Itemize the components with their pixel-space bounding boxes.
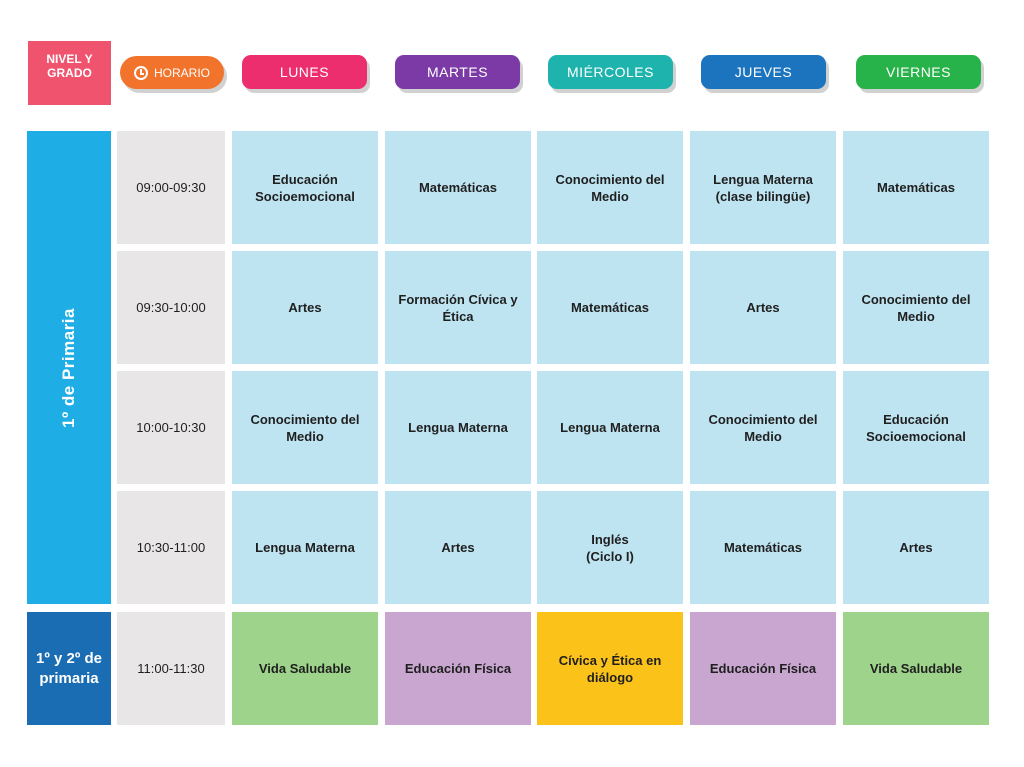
level-label-first-grade: 1º de Primaria [27, 131, 111, 604]
horario-header: HORARIO [120, 56, 224, 89]
day-header-jueves: JUEVES [701, 55, 826, 89]
clock-icon [133, 65, 148, 80]
schedule-cell: Artes [385, 491, 531, 604]
horario-label: HORARIO [153, 65, 210, 80]
schedule-cell: Lengua Materna (clase bilingüe) [690, 131, 836, 244]
schedule-cell: Matemáticas [537, 251, 683, 364]
schedule-cell: Cívica y Ética en diálogo [537, 612, 683, 725]
time-cell: 11:00-11:30 [117, 612, 225, 725]
schedule-cell: Artes [690, 251, 836, 364]
time-cell: 09:00-09:30 [117, 131, 225, 244]
level-label-first-second-grade-text: 1º y 2º de primaria [36, 649, 102, 687]
time-cell: 10:30-11:00 [117, 491, 225, 604]
time-cell: 09:30-10:00 [117, 251, 225, 364]
schedule-cell: Lengua Materna [385, 371, 531, 484]
schedule-cell: Artes [232, 251, 378, 364]
schedule-cell: Educación Socioemocional [232, 131, 378, 244]
schedule-cell: Inglés (Ciclo I) [537, 491, 683, 604]
day-header-viernes: VIERNES [856, 55, 981, 89]
schedule-cell: Educación Socioemocional [843, 371, 989, 484]
schedule-cell: Artes [843, 491, 989, 604]
schedule-cell: Conocimiento del Medio [843, 251, 989, 364]
level-grade-header: NIVEL Y GRADO [28, 41, 111, 105]
schedule-cell: Conocimiento del Medio [690, 371, 836, 484]
schedule-cell: Formación Cívica y Ética [385, 251, 531, 364]
schedule-cell: Lengua Materna [232, 491, 378, 604]
level-label-first-second-grade: 1º y 2º de primaria [27, 612, 111, 725]
schedule-cell: Matemáticas [690, 491, 836, 604]
time-cell: 10:00-10:30 [117, 371, 225, 484]
day-header-miercoles: MIÉRCOLES [548, 55, 673, 89]
schedule-cell: Vida Saludable [843, 612, 989, 725]
schedule-cell: Educación Física [690, 612, 836, 725]
schedule-cell: Matemáticas [385, 131, 531, 244]
schedule-cell: Educación Física [385, 612, 531, 725]
schedule-cell: Matemáticas [843, 131, 989, 244]
day-header-martes: MARTES [395, 55, 520, 89]
schedule-cell: Conocimiento del Medio [232, 371, 378, 484]
schedule-cell: Lengua Materna [537, 371, 683, 484]
schedule-cell: Vida Saludable [232, 612, 378, 725]
level-label-first-grade-text: 1º de Primaria [59, 307, 78, 428]
schedule-cell: Conocimiento del Medio [537, 131, 683, 244]
day-header-lunes: LUNES [242, 55, 367, 89]
